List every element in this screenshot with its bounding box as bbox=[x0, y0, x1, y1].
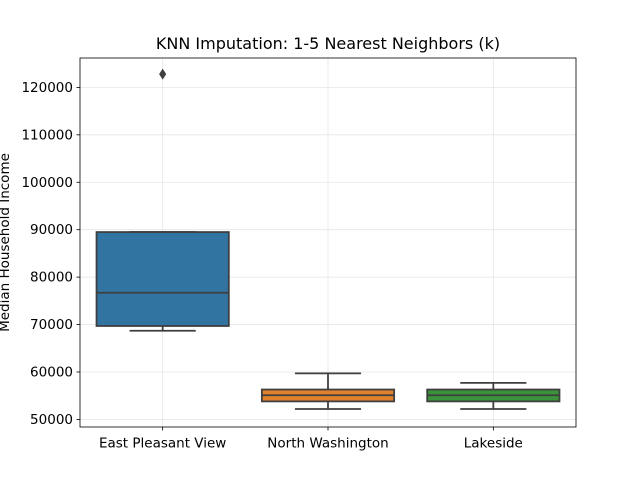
x-tick-label: Lakeside bbox=[464, 436, 523, 452]
y-tick-label: 120000 bbox=[21, 80, 73, 96]
y-tick-label: 110000 bbox=[21, 127, 73, 143]
y-ticks: 50000 60000 70000 80000 90000 100000 110000 120… bbox=[21, 80, 80, 428]
box-iqr bbox=[95, 231, 230, 327]
box-layer bbox=[95, 68, 561, 410]
x-ticks: East Pleasant View North Washington Lakesi… bbox=[99, 427, 523, 452]
y-tick-label: 90000 bbox=[30, 222, 73, 238]
box-group bbox=[426, 381, 561, 410]
box-group bbox=[260, 372, 396, 410]
box-group bbox=[95, 68, 230, 332]
x-tick-label: East Pleasant View bbox=[99, 436, 226, 452]
y-tick-label: 70000 bbox=[30, 317, 73, 333]
y-tick-label: 100000 bbox=[21, 175, 73, 191]
box-outlier bbox=[159, 68, 167, 80]
chart-title: KNN Imputation: 1-5 Nearest Neighbors (k… bbox=[156, 34, 500, 53]
y-tick-label: 80000 bbox=[30, 270, 73, 286]
y-tick-label: 60000 bbox=[30, 364, 73, 380]
x-tick-label: North Washington bbox=[267, 436, 388, 452]
y-axis-label: Median Household Income bbox=[0, 153, 13, 332]
y-tick-label: 50000 bbox=[30, 412, 73, 428]
